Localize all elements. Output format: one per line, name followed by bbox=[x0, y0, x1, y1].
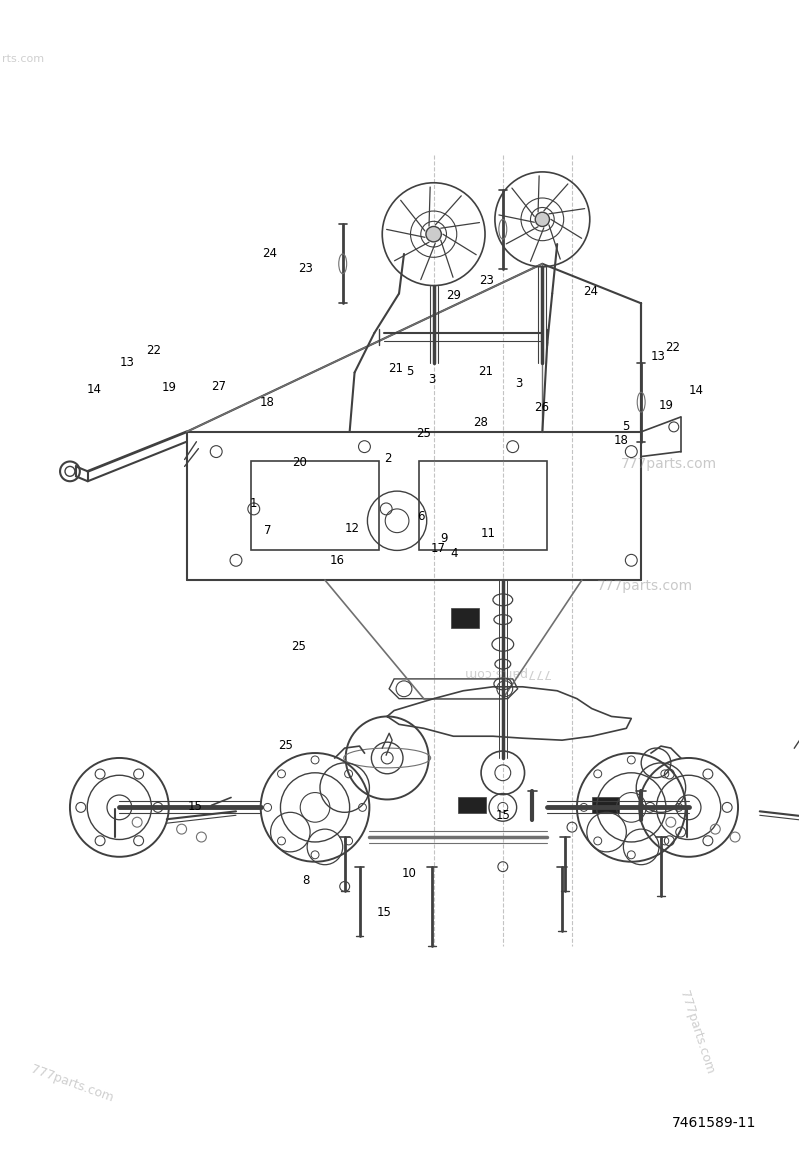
Text: 777parts.com: 777parts.com bbox=[621, 457, 717, 471]
Text: 19: 19 bbox=[658, 398, 673, 411]
Text: 21: 21 bbox=[389, 362, 403, 375]
Text: 22: 22 bbox=[666, 341, 680, 354]
Text: 777parts.com: 777parts.com bbox=[597, 579, 693, 593]
Text: 18: 18 bbox=[614, 434, 629, 447]
Text: 24: 24 bbox=[583, 285, 598, 299]
Text: 4: 4 bbox=[450, 547, 458, 560]
Text: 777parts.com: 777parts.com bbox=[463, 667, 550, 680]
Bar bbox=[458, 797, 486, 813]
Text: 9: 9 bbox=[441, 532, 448, 545]
Text: 5: 5 bbox=[406, 366, 414, 379]
Text: 10: 10 bbox=[402, 867, 417, 880]
Text: rts.com: rts.com bbox=[2, 54, 44, 64]
Text: 15: 15 bbox=[188, 799, 202, 812]
Text: 3: 3 bbox=[428, 374, 435, 387]
Text: 13: 13 bbox=[651, 350, 666, 363]
Text: 15: 15 bbox=[377, 906, 392, 919]
Text: 26: 26 bbox=[534, 401, 549, 414]
Circle shape bbox=[535, 212, 550, 226]
Text: 18: 18 bbox=[260, 396, 274, 409]
Text: 24: 24 bbox=[262, 247, 277, 260]
Text: 11: 11 bbox=[481, 526, 496, 540]
Circle shape bbox=[426, 226, 442, 241]
Bar bbox=[451, 608, 479, 627]
Text: 25: 25 bbox=[278, 740, 293, 752]
Text: 8: 8 bbox=[302, 873, 310, 887]
Text: 7461589-11: 7461589-11 bbox=[671, 1117, 756, 1130]
Text: 27: 27 bbox=[210, 380, 226, 394]
Text: 2: 2 bbox=[385, 452, 392, 465]
Text: 14: 14 bbox=[86, 382, 102, 396]
Text: 28: 28 bbox=[474, 416, 488, 429]
Text: 29: 29 bbox=[446, 288, 462, 301]
Text: 22: 22 bbox=[146, 345, 161, 357]
Text: 777parts.com: 777parts.com bbox=[677, 989, 716, 1075]
Text: 13: 13 bbox=[120, 356, 134, 369]
Text: 17: 17 bbox=[430, 543, 446, 556]
Text: 20: 20 bbox=[292, 456, 307, 469]
Text: 777parts.com: 777parts.com bbox=[29, 1063, 115, 1105]
Bar bbox=[419, 462, 547, 551]
Text: 7: 7 bbox=[264, 524, 272, 537]
Text: 19: 19 bbox=[162, 381, 177, 395]
Text: 14: 14 bbox=[688, 383, 703, 397]
Text: 3: 3 bbox=[515, 377, 522, 390]
Text: 1: 1 bbox=[250, 497, 258, 510]
Text: 23: 23 bbox=[298, 263, 313, 275]
Bar bbox=[251, 462, 379, 551]
Text: 25: 25 bbox=[291, 640, 306, 653]
Text: 16: 16 bbox=[330, 554, 344, 567]
Text: 6: 6 bbox=[417, 510, 424, 523]
Text: 21: 21 bbox=[478, 366, 493, 379]
Bar bbox=[592, 797, 619, 813]
Text: 5: 5 bbox=[622, 420, 629, 432]
Text: 12: 12 bbox=[345, 522, 360, 534]
Text: 25: 25 bbox=[416, 427, 431, 440]
Text: 23: 23 bbox=[479, 274, 494, 287]
Text: 15: 15 bbox=[495, 809, 510, 822]
